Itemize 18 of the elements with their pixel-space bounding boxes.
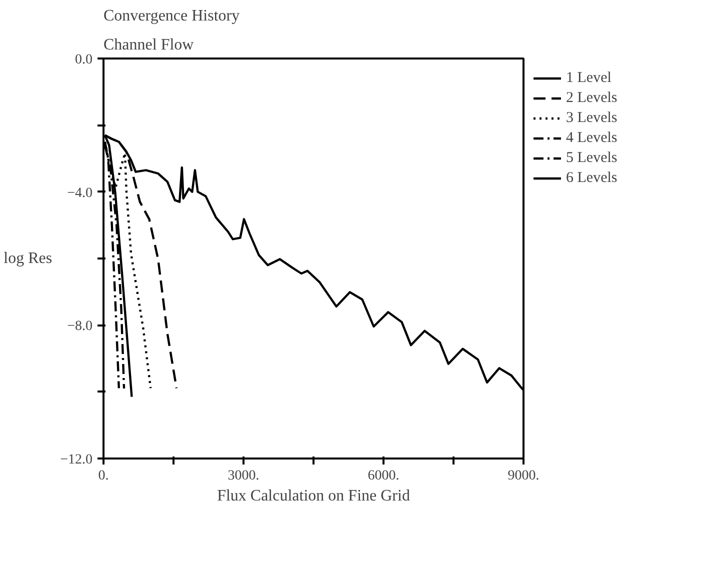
legend-label: 4 Levels <box>566 130 618 146</box>
x-axis-title: Flux Calculation on Fine Grid <box>217 488 410 504</box>
x-tick-label: 6000. <box>368 468 400 484</box>
x-tick-label: 9000. <box>508 468 540 484</box>
chart-title: Convergence History <box>104 8 240 24</box>
y-tick-label: −12.0 <box>60 452 93 468</box>
legend-label: 1 Level <box>566 70 612 86</box>
x-tick-label: 3000. <box>228 468 260 484</box>
y-axis-title: log Res <box>4 250 52 267</box>
chart-subtitle: Channel Flow <box>104 36 194 54</box>
legend-label: 3 Levels <box>566 110 618 126</box>
legend-label: 5 Levels <box>566 150 618 166</box>
y-tick-label: 0.0 <box>75 52 92 68</box>
legend-label: 6 Levels <box>566 170 618 186</box>
legend-label: 2 Levels <box>566 90 618 106</box>
y-tick-label: −8.0 <box>67 319 93 334</box>
x-tick-label: 0. <box>98 468 109 484</box>
y-tick-label: −4.0 <box>67 186 93 201</box>
